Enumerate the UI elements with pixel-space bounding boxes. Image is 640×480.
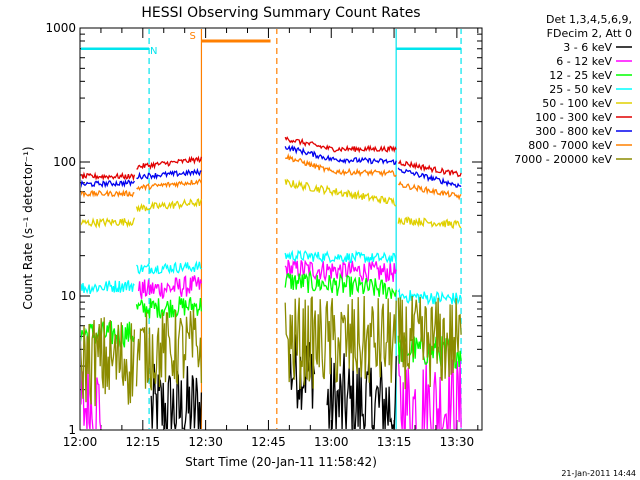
series-line <box>81 189 135 199</box>
series-line <box>284 259 397 285</box>
legend-label: 100 - 300 keV <box>535 111 612 124</box>
y-tick-label: 1 <box>68 423 76 437</box>
legend-label: 50 - 100 keV <box>542 97 612 110</box>
series-group: NS <box>81 29 462 429</box>
series-line <box>397 354 462 429</box>
x-tick-label: 13:00 <box>314 435 349 449</box>
chart-title: HESSI Observing Summary Count Rates <box>141 5 420 21</box>
series-line <box>397 288 462 306</box>
x-tick-label: 13:30 <box>440 435 475 449</box>
y-tick-label: 100 <box>53 155 76 169</box>
x-tick-label: 13:15 <box>377 435 412 449</box>
x-tick-label: 12:45 <box>251 435 286 449</box>
series-line <box>284 144 397 166</box>
plot-area: 1 10 100 1000 12:00 12:15 12:30 12:45 13:00 13:15… <box>45 21 483 449</box>
series-line <box>81 178 135 189</box>
series-line <box>397 159 462 178</box>
event-marker-label: N <box>150 46 157 57</box>
legend-header-line: Det 1,3,4,5,6,9, <box>546 13 632 26</box>
series-line <box>135 198 203 213</box>
series-line <box>136 167 202 180</box>
y-tick-label: 1000 <box>45 21 76 35</box>
series-line <box>284 178 397 207</box>
legend: Det 1,3,4,5,6,9, FDecim 2, Att 0 3 - 6 k… <box>514 13 632 166</box>
event-marker-label: S <box>189 31 195 42</box>
series-line <box>135 296 203 319</box>
series-line <box>137 275 203 300</box>
x-tick-label: 12:00 <box>63 435 98 449</box>
series-line <box>136 178 202 192</box>
series-line <box>81 317 136 407</box>
legend-header-line: FDecim 2, Att 0 <box>547 27 632 40</box>
series-line <box>136 155 203 171</box>
footer-timestamp: 21-Jan-2011 14:44 <box>561 469 636 478</box>
x-tick-label: 12:15 <box>126 435 161 449</box>
series-line <box>284 249 397 264</box>
legend-label: 12 - 25 keV <box>549 69 612 82</box>
legend-label: 7000 - 20000 keV <box>514 153 612 166</box>
series-line <box>284 295 397 390</box>
series-line <box>284 270 397 300</box>
plot-frame <box>79 27 483 431</box>
series-line <box>397 167 462 188</box>
y-tick-label: 10 <box>61 289 76 303</box>
x-axis-label: Start Time (20-Jan-11 11:58:42) <box>185 455 377 469</box>
series-line <box>284 152 397 178</box>
series-line <box>284 136 397 154</box>
series-line <box>326 353 397 429</box>
series-line <box>397 295 462 390</box>
legend-label: 3 - 6 keV <box>563 41 612 54</box>
legend-label: 300 - 800 keV <box>535 125 612 138</box>
legend-label: 6 - 12 keV <box>556 55 612 68</box>
series-line <box>398 180 462 201</box>
legend-label: 800 - 7000 keV <box>528 139 612 152</box>
series-line <box>81 217 136 229</box>
series-line <box>81 171 136 182</box>
y-axis-label: Count Rate (s⁻¹ detector⁻¹) <box>21 146 35 309</box>
x-tick-label: 12:30 <box>188 435 223 449</box>
series-line <box>136 260 202 275</box>
series-line <box>150 363 203 429</box>
series-line <box>81 280 135 295</box>
series-line <box>397 216 462 230</box>
series-line <box>135 309 203 391</box>
series-line <box>81 364 102 429</box>
legend-label: 25 - 50 keV <box>549 83 612 96</box>
